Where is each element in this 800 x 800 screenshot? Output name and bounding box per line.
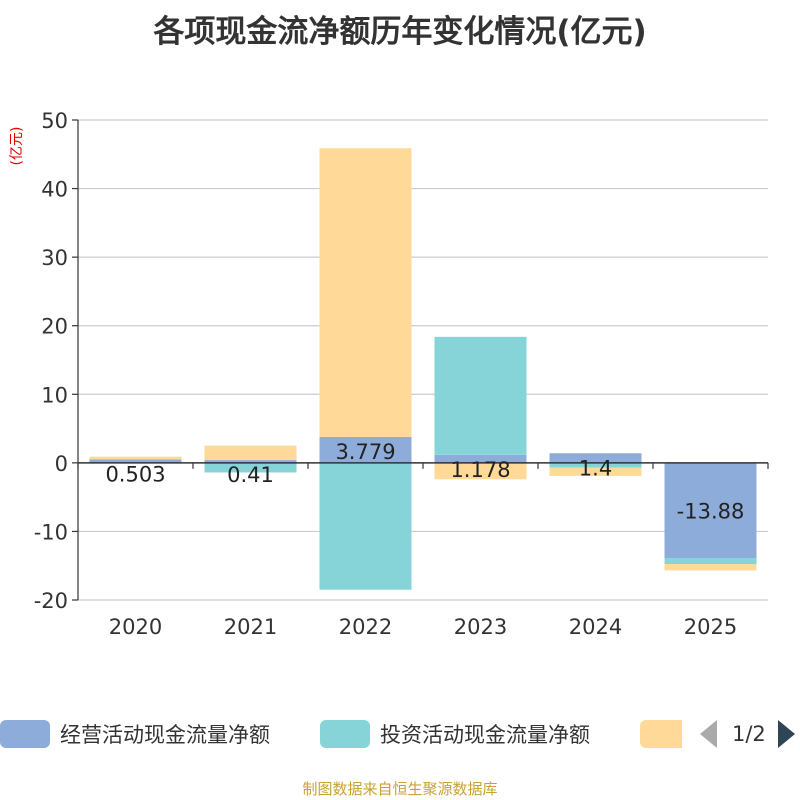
y-tick-label: -20 — [34, 589, 68, 613]
bar-financing-2023 — [434, 462, 527, 480]
legend: 经营活动现金流量净额 投资活动现金流量净额 1/2 — [0, 714, 800, 754]
bar-operating-2021 — [204, 460, 297, 463]
y-tick-label: 0 — [55, 452, 68, 476]
bar-investing-2023 — [434, 336, 527, 455]
grid-lines — [78, 119, 768, 601]
x-tick-label: 2025 — [684, 615, 737, 639]
bar-financing-2022 — [319, 148, 412, 437]
bar-operating-2022 — [319, 436, 412, 463]
data-label-2022: 3.779 — [335, 440, 395, 464]
data-label-2023: 1.178 — [450, 458, 510, 482]
data-label-2020: 0.503 — [105, 462, 165, 486]
legend-label-operating: 经营活动现金流量净额 — [60, 723, 270, 747]
data-label-2021: 0.41 — [227, 463, 274, 487]
x-tick-label: 2024 — [569, 615, 622, 639]
bar-operating-2024 — [549, 453, 642, 463]
chevron-left-icon[interactable] — [700, 720, 717, 748]
bar-financing-2025 — [664, 564, 757, 571]
bar-investing-2021 — [204, 462, 297, 473]
legend-swatch-investing — [320, 720, 370, 748]
y-tick-label: 30 — [41, 246, 68, 270]
legend-item-investing[interactable]: 投资活动现金流量净额 — [320, 714, 590, 754]
data-labels: 0.503 0.41 3.779 1.178 1.4 -13.88 — [105, 440, 744, 524]
bar-financing-2021 — [204, 445, 297, 461]
bar-operating-2025 — [664, 462, 757, 559]
bar-operating-2023 — [434, 454, 527, 463]
stacked-bar-chart: 50 40 30 20 10 0 -10 -20 2020 2021 2022 2023 2024 202… — [9, 109, 769, 639]
bar-investing-2024 — [549, 462, 642, 468]
legend-label-investing: 投资活动现金流量净额 — [380, 723, 590, 747]
source-note: 制图数据来自恒生聚源数据库 — [302, 780, 498, 798]
legend-item-operating[interactable]: 经营活动现金流量净额 — [0, 714, 270, 754]
chevron-right-icon[interactable] — [777, 720, 795, 748]
y-tick-label: 20 — [41, 315, 68, 339]
axes: 50 40 30 20 10 0 -10 -20 2020 2021 2022 2023 2024 202… — [9, 109, 769, 639]
data-label-2024: 1.4 — [579, 456, 612, 480]
bar-financing-2020 — [89, 456, 182, 460]
chart-title: 各项现金流净额历年变化情况(亿元) — [153, 14, 647, 50]
data-label-2025: -13.88 — [677, 499, 745, 523]
legend-item-financing[interactable] — [640, 714, 682, 754]
legend-swatch-financing — [640, 720, 682, 748]
bars — [89, 148, 757, 590]
legend-swatch-operating — [0, 720, 50, 748]
x-tick-label: 2021 — [224, 615, 277, 639]
x-tick-label: 2022 — [339, 615, 392, 639]
y-tick-label: 10 — [41, 383, 68, 407]
y-axis-unit-label: (亿元) — [9, 127, 25, 166]
bar-operating-2020 — [89, 459, 182, 463]
legend-page-indicator: 1/2 — [732, 722, 766, 746]
bar-investing-2022 — [319, 462, 412, 590]
x-tick-label: 2023 — [454, 615, 507, 639]
y-tick-label: 40 — [41, 178, 68, 202]
bar-investing-2025 — [664, 558, 757, 565]
x-tick-label: 2020 — [109, 615, 162, 639]
bar-financing-2024 — [549, 467, 642, 476]
y-tick-label: 50 — [41, 109, 68, 133]
y-tick-label: -10 — [34, 520, 68, 544]
legend-pager: 1/2 — [700, 714, 795, 754]
